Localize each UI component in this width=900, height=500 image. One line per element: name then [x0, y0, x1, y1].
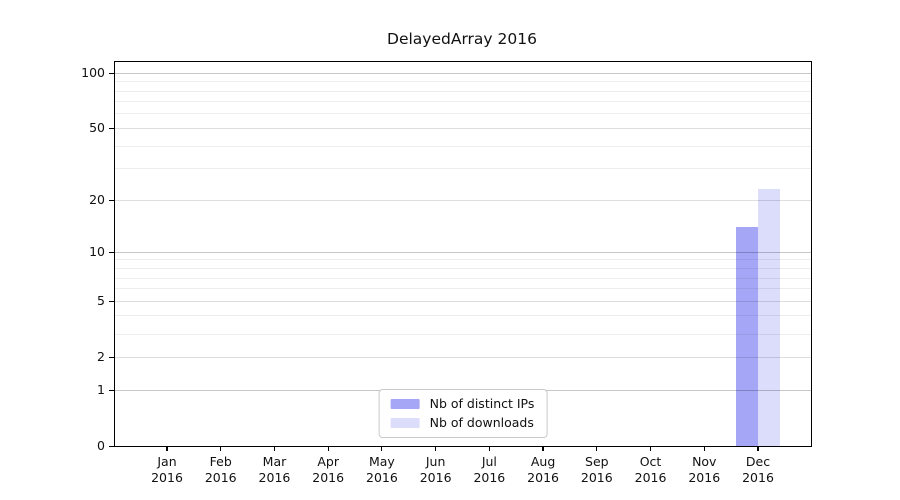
- y-tick-label-2: 2: [97, 349, 105, 365]
- y-tick-5: [109, 300, 114, 302]
- y-gridline-2: [115, 356, 811, 358]
- y-minor-gridline-70: [115, 101, 811, 103]
- y-tick-0: [109, 445, 114, 447]
- x-tick-label-feb: Feb 2016: [204, 454, 237, 485]
- x-tick-label-sep: Sep 2016: [580, 454, 613, 485]
- x-tick-label-aug: Aug 2016: [527, 454, 559, 485]
- x-tick-jul: [488, 447, 490, 451]
- y-tick-label-100: 100: [81, 65, 105, 81]
- legend-label-distinct-ips: Nb of distinct IPs: [429, 396, 535, 411]
- y-minor-gridline-40: [115, 145, 811, 147]
- x-tick-label-oct: Oct 2016: [634, 454, 667, 485]
- y-minor-gridline-4: [115, 315, 811, 317]
- y-tick-1: [109, 389, 114, 391]
- x-tick-jun: [435, 447, 437, 451]
- x-tick-apr: [327, 447, 329, 451]
- x-tick-sep: [596, 447, 598, 451]
- y-minor-gridline-90: [115, 81, 811, 83]
- y-minor-gridline-8: [115, 268, 811, 269]
- legend: Nb of distinct IPs Nb of downloads: [378, 389, 548, 438]
- legend-label-downloads: Nb of downloads: [429, 415, 534, 430]
- x-tick-label-apr: Apr 2016: [312, 454, 345, 485]
- y-minor-gridline-80: [115, 90, 811, 92]
- legend-entry-distinct-ips: Nb of distinct IPs: [390, 396, 535, 411]
- y-minor-gridline-9: [115, 259, 811, 261]
- legend-swatch-downloads: [390, 418, 420, 428]
- plot-area: 0 1 2 5 10 20 50 100 Jan 2016 Feb 2016 Mar 2016 Apr 201…: [81, 61, 812, 485]
- legend-entry-downloads: Nb of downloads: [390, 415, 535, 430]
- y-minor-gridline-3: [115, 333, 811, 335]
- y-tick-50: [109, 127, 114, 130]
- y-gridline-5: [115, 300, 811, 302]
- x-tick-aug: [542, 447, 544, 451]
- y-gridline-100: [115, 72, 811, 74]
- x-tick-nov: [703, 447, 705, 451]
- y-minor-gridline-7: [115, 277, 811, 279]
- x-tick-feb: [220, 447, 222, 451]
- x-tick-label-may: May 2016: [366, 454, 398, 485]
- chart-title: DelayedArray 2016: [387, 30, 537, 48]
- x-tick-mar: [273, 447, 276, 451]
- x-tick-label-jan: Jan 2016: [151, 454, 183, 485]
- x-tick-label-jul: Jul 2016: [473, 454, 506, 485]
- legend-swatch-distinct-ips: [390, 399, 420, 409]
- x-tick-may: [381, 447, 383, 451]
- y-tick-10: [109, 251, 114, 253]
- y-tick-label-10: 10: [89, 244, 105, 260]
- y-tick-label-5: 5: [97, 293, 105, 309]
- x-tick-dec: [757, 447, 759, 451]
- bar-dec-distinct-ips: [736, 227, 758, 446]
- y-tick-20: [109, 199, 114, 201]
- y-minor-gridline-6: [115, 288, 811, 290]
- y-tick-label-1: 1: [97, 382, 105, 397]
- y-tick-label-20: 20: [89, 192, 105, 208]
- x-tick-label-mar: Mar 2016: [258, 454, 291, 485]
- x-tick-label-jun: Jun 2016: [419, 454, 452, 485]
- x-tick-oct: [649, 447, 652, 451]
- x-tick-jan: [166, 447, 168, 451]
- y-tick-2: [109, 356, 114, 358]
- bar-dec-downloads: [758, 189, 780, 446]
- y-gridline-20: [115, 199, 811, 201]
- y-gridline-10: [115, 251, 811, 253]
- y-minor-gridline-60: [115, 113, 811, 115]
- y-tick-label-50: 50: [89, 120, 105, 136]
- x-tick-label-dec: Dec 2016: [742, 454, 774, 485]
- y-tick-100: [109, 72, 114, 74]
- y-gridline-50: [115, 127, 811, 129]
- x-tick-label-nov: Nov 2016: [688, 454, 721, 485]
- y-minor-gridline-30: [115, 168, 811, 170]
- y-tick-label-0: 0: [97, 438, 105, 453]
